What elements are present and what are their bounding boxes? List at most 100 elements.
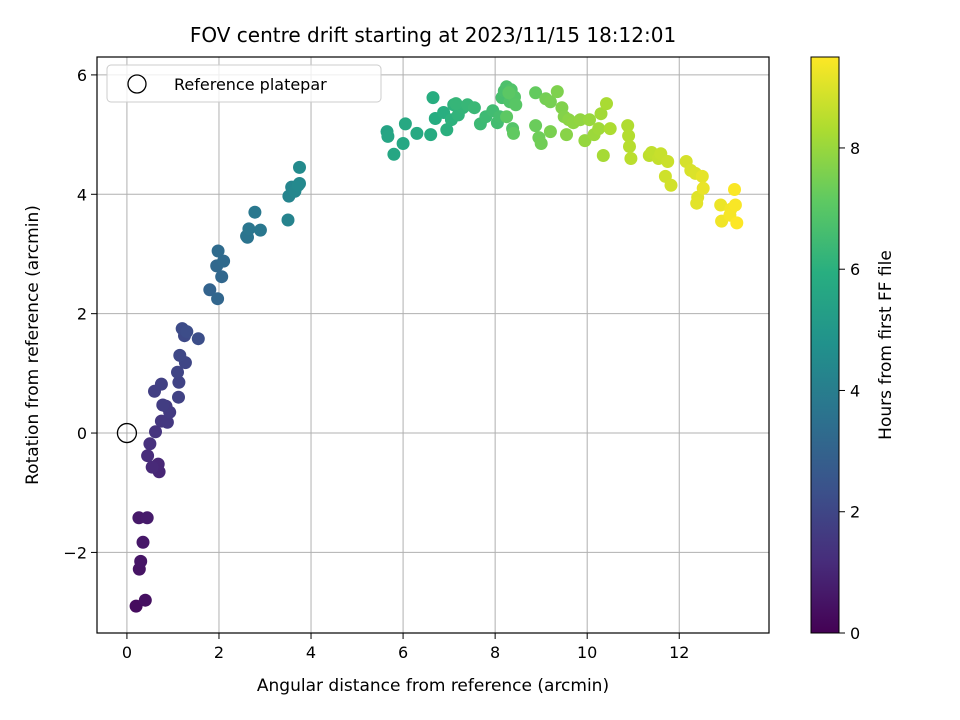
data-point bbox=[695, 169, 709, 183]
data-point bbox=[592, 122, 606, 136]
data-point bbox=[291, 178, 305, 192]
data-point bbox=[217, 254, 231, 268]
legend-box bbox=[106, 64, 382, 103]
y-tick-label: 6 bbox=[77, 66, 87, 85]
data-point bbox=[603, 122, 617, 136]
data-point bbox=[145, 460, 159, 474]
data-point bbox=[215, 270, 229, 284]
x-tick-label: 4 bbox=[306, 643, 316, 662]
data-point bbox=[424, 128, 438, 142]
chart-title: FOV centre drift starting at 2023/11/15 … bbox=[190, 23, 676, 47]
data-point bbox=[664, 178, 678, 192]
data-point bbox=[543, 95, 557, 109]
data-point bbox=[507, 126, 520, 140]
data-point bbox=[550, 85, 564, 99]
data-point bbox=[502, 86, 516, 100]
x-tick-label: 6 bbox=[398, 643, 408, 662]
data-point bbox=[387, 147, 401, 161]
data-point bbox=[728, 198, 742, 212]
data-point bbox=[156, 398, 170, 412]
data-point bbox=[596, 149, 610, 162]
y-tick-label: 2 bbox=[77, 305, 87, 324]
data-point bbox=[621, 119, 635, 133]
data-point bbox=[467, 101, 481, 115]
data-point bbox=[449, 97, 463, 111]
legend: Reference platepar bbox=[106, 64, 382, 103]
data-point bbox=[211, 292, 225, 306]
reference-marker-layer bbox=[116, 422, 138, 444]
data-point bbox=[160, 415, 174, 429]
data-point bbox=[578, 134, 592, 148]
data-point bbox=[529, 86, 543, 100]
data-point bbox=[172, 390, 185, 404]
legend-label: Reference platepar bbox=[174, 75, 327, 94]
colorbar-tick-label: 0 bbox=[850, 624, 860, 643]
data-point bbox=[543, 125, 557, 139]
data-point bbox=[154, 377, 168, 391]
data-point bbox=[396, 137, 410, 150]
y-tick-label: −2 bbox=[63, 543, 87, 562]
data-point bbox=[583, 113, 596, 127]
data-point bbox=[143, 437, 157, 451]
data-point bbox=[624, 152, 638, 165]
data-point bbox=[141, 449, 155, 463]
x-axis-ticks: 0 2 4 6 8 10 12 bbox=[122, 633, 689, 662]
data-point bbox=[661, 155, 675, 168]
reference-marker bbox=[116, 422, 138, 444]
data-point bbox=[172, 375, 186, 389]
colorbar bbox=[810, 56, 840, 634]
data-point bbox=[242, 222, 256, 236]
data-point bbox=[500, 110, 514, 124]
y-tick-label: 4 bbox=[77, 185, 87, 204]
data-point bbox=[136, 535, 150, 549]
data-point bbox=[191, 332, 205, 346]
data-point bbox=[281, 213, 295, 227]
x-tick-label: 12 bbox=[669, 643, 689, 662]
data-point bbox=[560, 128, 573, 142]
data-point bbox=[149, 425, 162, 439]
data-point bbox=[426, 91, 440, 105]
y-tick-label: 0 bbox=[77, 424, 87, 443]
data-point bbox=[623, 140, 636, 153]
data-point bbox=[180, 325, 194, 339]
colorbar-tick-label: 6 bbox=[850, 260, 860, 279]
y-axis-ticks: −2 0 2 4 6 bbox=[63, 66, 97, 562]
x-tick-label: 10 bbox=[577, 643, 597, 662]
data-point bbox=[248, 205, 262, 219]
data-point bbox=[398, 117, 412, 131]
x-tick-label: 8 bbox=[490, 643, 500, 662]
data-point bbox=[594, 107, 608, 121]
x-axis-label: Angular distance from reference (arcmin) bbox=[257, 676, 609, 696]
data-point bbox=[134, 554, 148, 568]
plot-frame bbox=[96, 56, 770, 634]
data-point bbox=[138, 593, 152, 607]
data-point bbox=[171, 365, 184, 379]
colorbar-ticks: 0 2 4 6 8 bbox=[839, 139, 860, 643]
data-point bbox=[203, 283, 217, 297]
legend-marker-icon bbox=[127, 74, 147, 94]
colorbar-label: Hours from first FF file bbox=[876, 250, 896, 440]
data-point bbox=[534, 137, 548, 150]
data-point bbox=[714, 198, 728, 212]
y-axis-label: Rotation from reference (arcmin) bbox=[23, 205, 43, 485]
data-point bbox=[730, 216, 744, 230]
x-tick-label: 0 bbox=[122, 643, 132, 662]
colorbar-tick-label: 4 bbox=[850, 381, 860, 400]
data-point bbox=[140, 511, 154, 525]
data-point bbox=[381, 129, 395, 143]
data-point bbox=[253, 223, 267, 237]
colorbar-tick-label: 2 bbox=[850, 503, 860, 522]
data-points bbox=[129, 80, 744, 613]
data-point bbox=[440, 123, 454, 137]
data-point bbox=[509, 98, 523, 112]
data-point bbox=[622, 129, 636, 143]
data-point bbox=[129, 599, 143, 613]
data-point bbox=[410, 126, 424, 140]
data-point bbox=[293, 160, 306, 174]
colorbar-tick-label: 8 bbox=[850, 139, 860, 158]
data-point bbox=[696, 181, 710, 195]
data-point bbox=[728, 183, 741, 196]
data-point bbox=[529, 119, 543, 133]
data-point bbox=[690, 196, 704, 210]
